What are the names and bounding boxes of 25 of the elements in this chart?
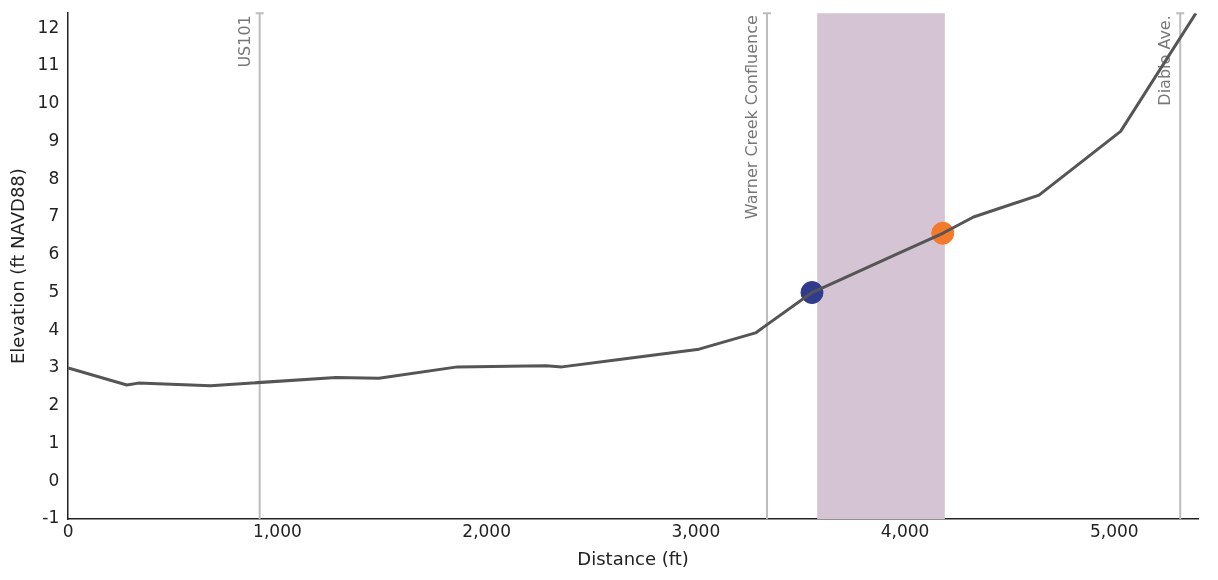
y-tick-label: 8 xyxy=(48,167,60,188)
y-tick-label: -1 xyxy=(42,507,60,528)
y-tick-label: 4 xyxy=(48,318,60,339)
x-tick-label: 2,000 xyxy=(462,520,511,541)
y-tick-label: 1 xyxy=(48,431,60,452)
ref-line-label: US101 xyxy=(234,15,254,68)
y-tick-label: 12 xyxy=(37,16,60,37)
y-tick-label: 5 xyxy=(48,280,60,301)
x-tick-label: 5,000 xyxy=(1089,520,1139,541)
ref-line-label: Diablo Ave. xyxy=(1155,15,1175,106)
y-tick-label: 0 xyxy=(48,469,60,490)
y-tick-label: 3 xyxy=(48,356,60,377)
y-tick-label: 10 xyxy=(37,92,60,113)
ref-line-label: Warner Creek Confluence xyxy=(742,15,762,220)
x-tick-label: 1,000 xyxy=(253,520,302,541)
y-tick-label: 9 xyxy=(48,129,60,150)
y-tick-label: 6 xyxy=(48,243,60,264)
x-tick-label: 3,000 xyxy=(671,520,721,541)
y-axis-title: Elevation (ft NAVD88) xyxy=(7,168,29,365)
y-tick-label: 2 xyxy=(48,394,60,415)
y-tick-label: 7 xyxy=(48,205,60,226)
x-tick-label: 0 xyxy=(62,520,74,541)
x-axis-title: Distance (ft) xyxy=(577,547,689,569)
y-tick-label: 11 xyxy=(37,54,60,75)
x-tick-label: 4,000 xyxy=(880,520,930,541)
